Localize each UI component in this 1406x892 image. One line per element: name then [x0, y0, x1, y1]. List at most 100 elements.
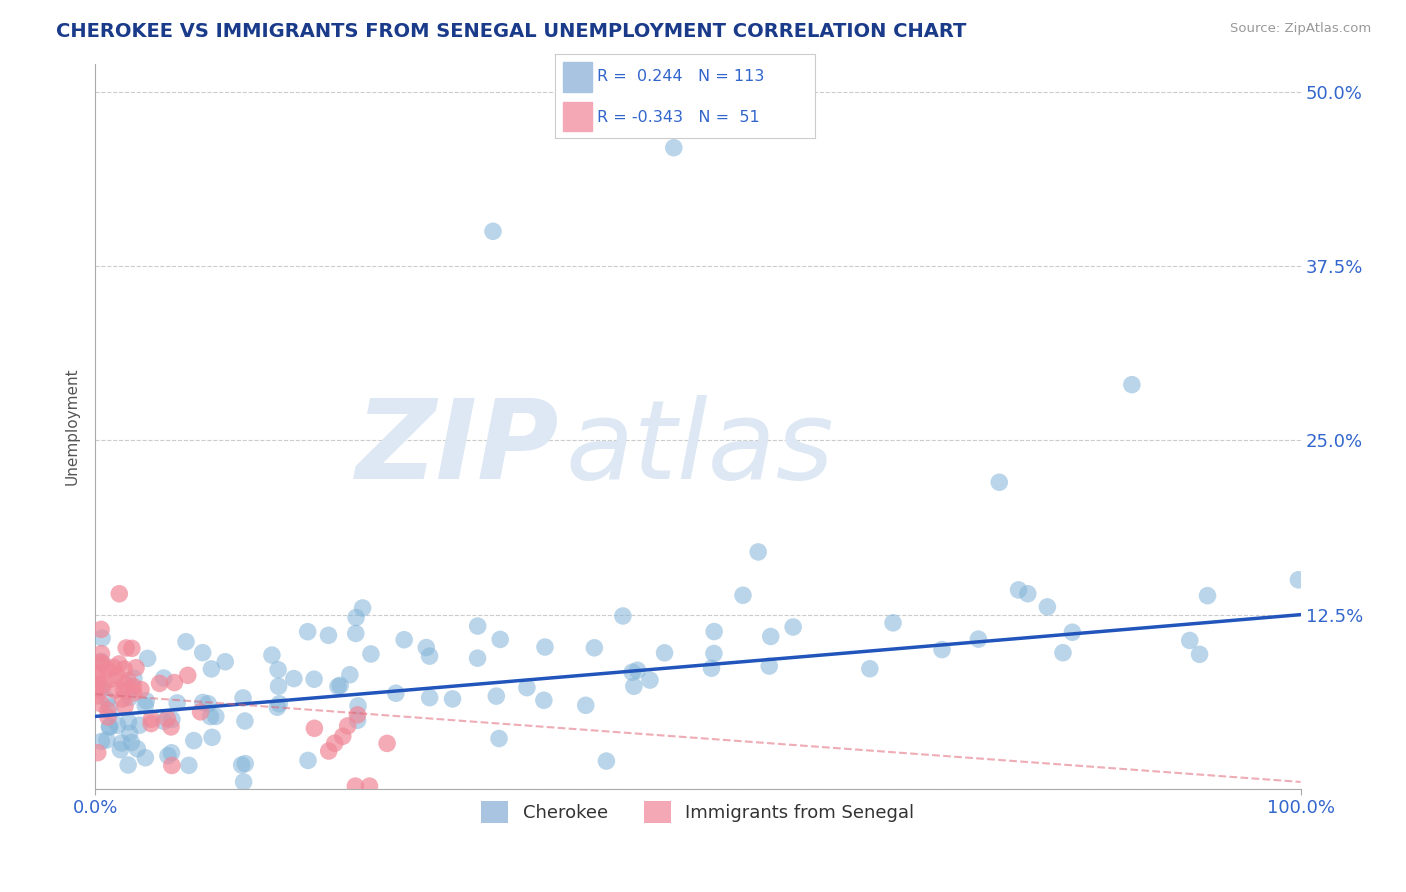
Point [166, 696, 188, 710]
Point [139, 716, 162, 731]
Point [318, 744, 340, 758]
Point [103, 660, 125, 674]
Point [782, 620, 804, 634]
Point [197, 697, 219, 711]
Point [86, 689, 108, 703]
Point [110, 742, 132, 756]
Point [160, 746, 183, 760]
Point [419, 649, 441, 664]
Point [654, 646, 676, 660]
Point [747, 545, 769, 559]
Point [1197, 589, 1219, 603]
Point [375, 736, 398, 750]
Point [346, 714, 368, 728]
Point [1121, 377, 1143, 392]
Point [117, 758, 139, 772]
Point [114, 699, 136, 714]
Point [90, 655, 112, 669]
Point [98, 720, 121, 734]
Point [703, 624, 725, 639]
Point [297, 753, 319, 767]
Point [758, 659, 780, 673]
Point [344, 610, 367, 624]
Point [152, 714, 174, 729]
Point [1062, 625, 1084, 640]
Point [260, 648, 283, 662]
Text: CHEROKEE VS IMMIGRANTS FROM SENEGAL UNEMPLOYMENT CORRELATION CHART: CHEROKEE VS IMMIGRANTS FROM SENEGAL UNEM… [56, 22, 966, 41]
Point [489, 632, 512, 647]
Point [297, 624, 319, 639]
Point [91, 631, 114, 645]
Point [125, 661, 148, 675]
Point [86, 665, 108, 680]
Point [160, 758, 183, 772]
Text: R = -0.343   N =  51: R = -0.343 N = 51 [598, 110, 759, 125]
Point [359, 779, 381, 793]
Point [269, 697, 291, 711]
Point [467, 651, 489, 665]
Bar [564, 102, 592, 131]
Text: atlas: atlas [565, 395, 834, 501]
Point [118, 726, 141, 740]
Point [86, 667, 108, 681]
Point [128, 718, 150, 732]
Point [583, 640, 606, 655]
Point [174, 634, 197, 648]
Point [326, 679, 349, 693]
Point [467, 619, 489, 633]
Text: ZIP: ZIP [356, 395, 560, 501]
Point [1286, 573, 1309, 587]
Point [441, 692, 464, 706]
Point [360, 647, 382, 661]
Point [352, 601, 374, 615]
Point [156, 712, 179, 726]
Point [152, 671, 174, 685]
Point [595, 754, 617, 768]
Point [127, 741, 149, 756]
Point [703, 647, 725, 661]
Point [339, 667, 361, 681]
Point [859, 662, 882, 676]
Point [114, 678, 136, 692]
Point [200, 662, 222, 676]
Point [882, 615, 904, 630]
Point [134, 750, 156, 764]
Point [129, 682, 152, 697]
Point [267, 663, 290, 677]
Point [482, 224, 505, 238]
Point [346, 707, 368, 722]
Point [415, 640, 437, 655]
Point [117, 673, 139, 688]
Point [392, 632, 415, 647]
Point [231, 758, 253, 772]
Point [135, 694, 157, 708]
Point [160, 720, 183, 734]
Point [87, 677, 110, 691]
Point [98, 720, 121, 734]
Point [163, 675, 186, 690]
Point [111, 736, 134, 750]
Point [87, 746, 110, 760]
Point [118, 690, 141, 705]
Point [148, 676, 170, 690]
Point [122, 680, 145, 694]
Point [177, 758, 200, 772]
Bar [564, 62, 592, 92]
Point [329, 678, 352, 692]
Point [347, 698, 370, 713]
Point [90, 647, 112, 661]
Point [96, 733, 118, 747]
Point [122, 671, 145, 685]
Point [931, 642, 953, 657]
Point [91, 657, 114, 671]
Point [233, 714, 256, 728]
Point [136, 651, 159, 665]
Point [112, 683, 135, 698]
Point [988, 475, 1011, 490]
Point [332, 729, 354, 743]
Point [1178, 633, 1201, 648]
Point [266, 700, 288, 714]
Point [200, 709, 222, 723]
Point [1007, 582, 1029, 597]
Point [98, 700, 121, 714]
